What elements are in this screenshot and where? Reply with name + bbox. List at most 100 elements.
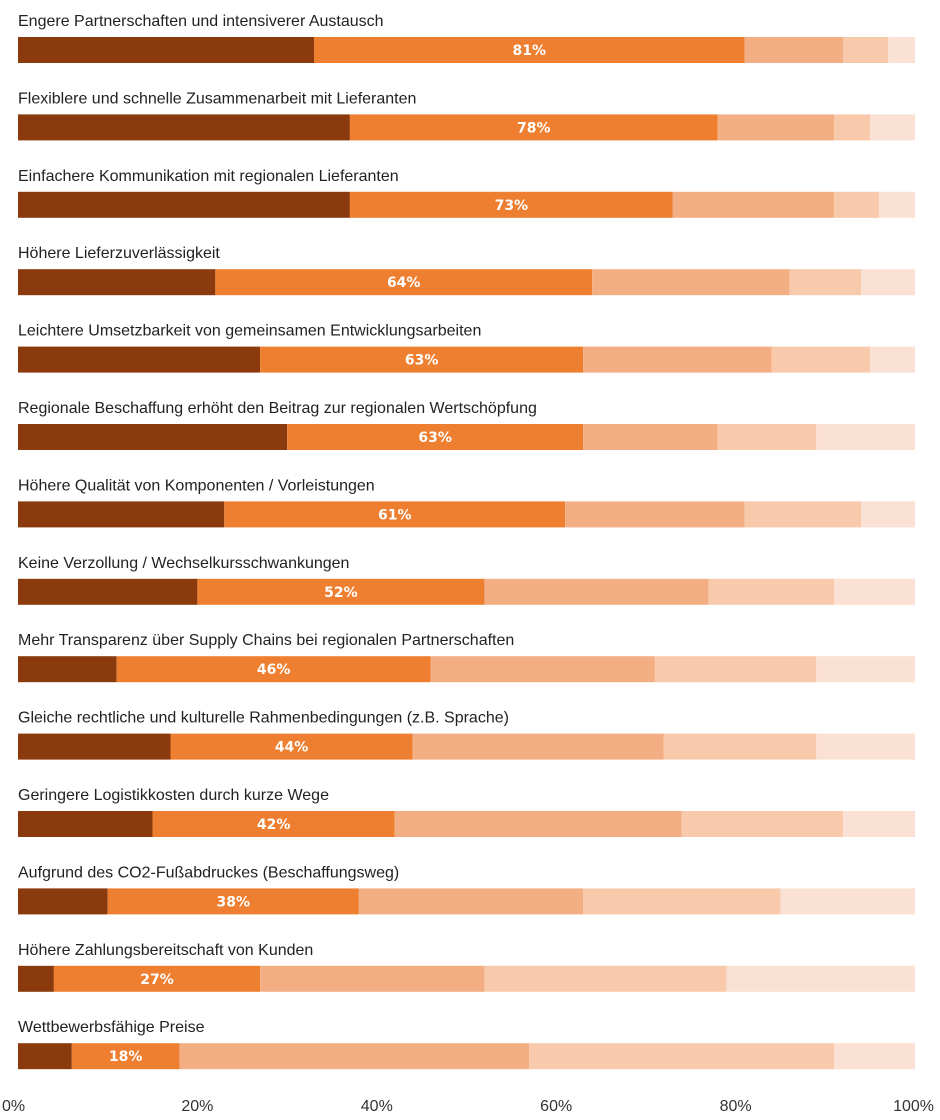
value-label: 38% [217,894,251,910]
category-label: Engere Partnerschaften und intensiverer … [18,13,384,30]
bar-segment [349,191,673,218]
category-label: Leichtere Umsetzbarkeit von gemeinsamen … [18,323,481,340]
bar-segment [18,1043,72,1070]
bar-segment [861,269,915,296]
bar-segment [888,37,915,63]
bar-segment [789,269,862,296]
bar-segment [717,114,835,141]
bar-segment [717,424,817,450]
bar-segment [708,578,835,605]
bar-segment [170,733,413,760]
bar-segment [18,578,198,605]
bar-segment [583,346,772,373]
category-label: Flexiblere und schnelle Zusammenarbeit m… [18,90,416,107]
bar-segment [18,114,350,141]
value-label: 64% [387,275,421,291]
x-tick-label: 80% [720,1098,752,1115]
bar-segment [834,114,871,141]
bar-segment [18,888,108,915]
bar-segment [484,578,709,605]
bar-segment [18,37,315,63]
bar-segment [18,269,216,296]
bar-segment [672,191,835,218]
bar-segment [484,965,727,992]
value-label: 44% [275,740,309,756]
bar-segment [744,501,862,528]
bar-segment [816,424,915,450]
bar-segment [663,733,817,760]
bar-segment [529,1043,835,1070]
bar-segment [197,578,485,605]
bar-segment [816,656,915,683]
bar-segment [116,656,431,683]
bar-segment [18,656,117,683]
x-tick-label: 20% [181,1098,213,1115]
value-label: 27% [140,972,174,988]
bar-segment [592,269,790,296]
value-label: 73% [495,198,529,214]
bar-segment [152,811,395,837]
bar-segment [349,114,718,141]
bar-segment [565,501,745,528]
bar-segment [861,501,915,528]
value-label: 61% [378,507,412,523]
value-label: 42% [257,817,291,833]
bar-segment [583,888,781,915]
value-label: 63% [418,430,452,446]
x-tick-label: 40% [361,1098,393,1115]
bar-segment [430,656,655,683]
bar-segment [879,191,915,218]
category-label: Höhere Lieferzuverlässigkeit [18,245,220,262]
bar-segment [681,811,844,837]
bar-segment [834,191,880,218]
bar-segment [18,501,225,528]
bar-segment [287,424,584,450]
bar-segment [18,733,171,760]
bar-segment [71,1043,180,1070]
bar-segment [18,424,288,450]
bar-segment [816,733,915,760]
bar-segment [834,1043,915,1070]
bar-segment [224,501,566,528]
category-label: Regionale Beschaffung erhöht den Beitrag… [18,400,537,417]
bar-segment [654,656,817,683]
bar-segment [583,424,718,450]
category-label: Höhere Qualität von Komponenten / Vorlei… [18,477,375,494]
bar-segment [215,269,593,296]
bar-segment [18,191,350,218]
bar-segment [358,888,584,915]
category-label: Geringere Logistikkosten durch kurze Weg… [18,787,329,804]
bar-segment [870,114,915,141]
category-label: Einfachere Kommunikation mit regionalen … [18,168,399,185]
bar-segment [314,37,745,63]
bar-segment [260,346,584,373]
bar-segment [843,811,915,837]
category-label: Aufgrund des CO2-Fußabdruckes (Beschaffu… [18,864,399,881]
bar-segment [18,346,261,373]
category-label: Gleiche rechtliche und kulturelle Rahmen… [18,710,509,727]
category-label: Höhere Zahlungsbereitschaft von Kunden [18,942,313,959]
value-label: 63% [405,353,439,369]
bar-segment [771,346,871,373]
bar-segment [179,1043,530,1070]
bar-segment [53,965,261,992]
bar-segment [18,811,153,837]
category-label: Mehr Transparenz über Supply Chains bei … [18,632,514,649]
bar-segment [744,37,844,63]
bar-segment [260,965,485,992]
category-label: Wettbewerbsfähige Preise [18,1019,205,1036]
bar-segment [843,37,889,63]
value-label: 81% [513,43,547,59]
value-label: 78% [517,120,551,136]
bar-segment [107,888,359,915]
bar-segment [412,733,664,760]
bar-segment [870,346,915,373]
value-label: 18% [109,1049,143,1065]
category-label: Keine Verzollung / Wechselkursschwankung… [18,555,349,572]
x-tick-label: 100% [893,1098,934,1115]
bar-segment [780,888,915,915]
bar-segment [834,578,915,605]
bar-segment [394,811,682,837]
x-tick-label: 0% [2,1098,25,1115]
